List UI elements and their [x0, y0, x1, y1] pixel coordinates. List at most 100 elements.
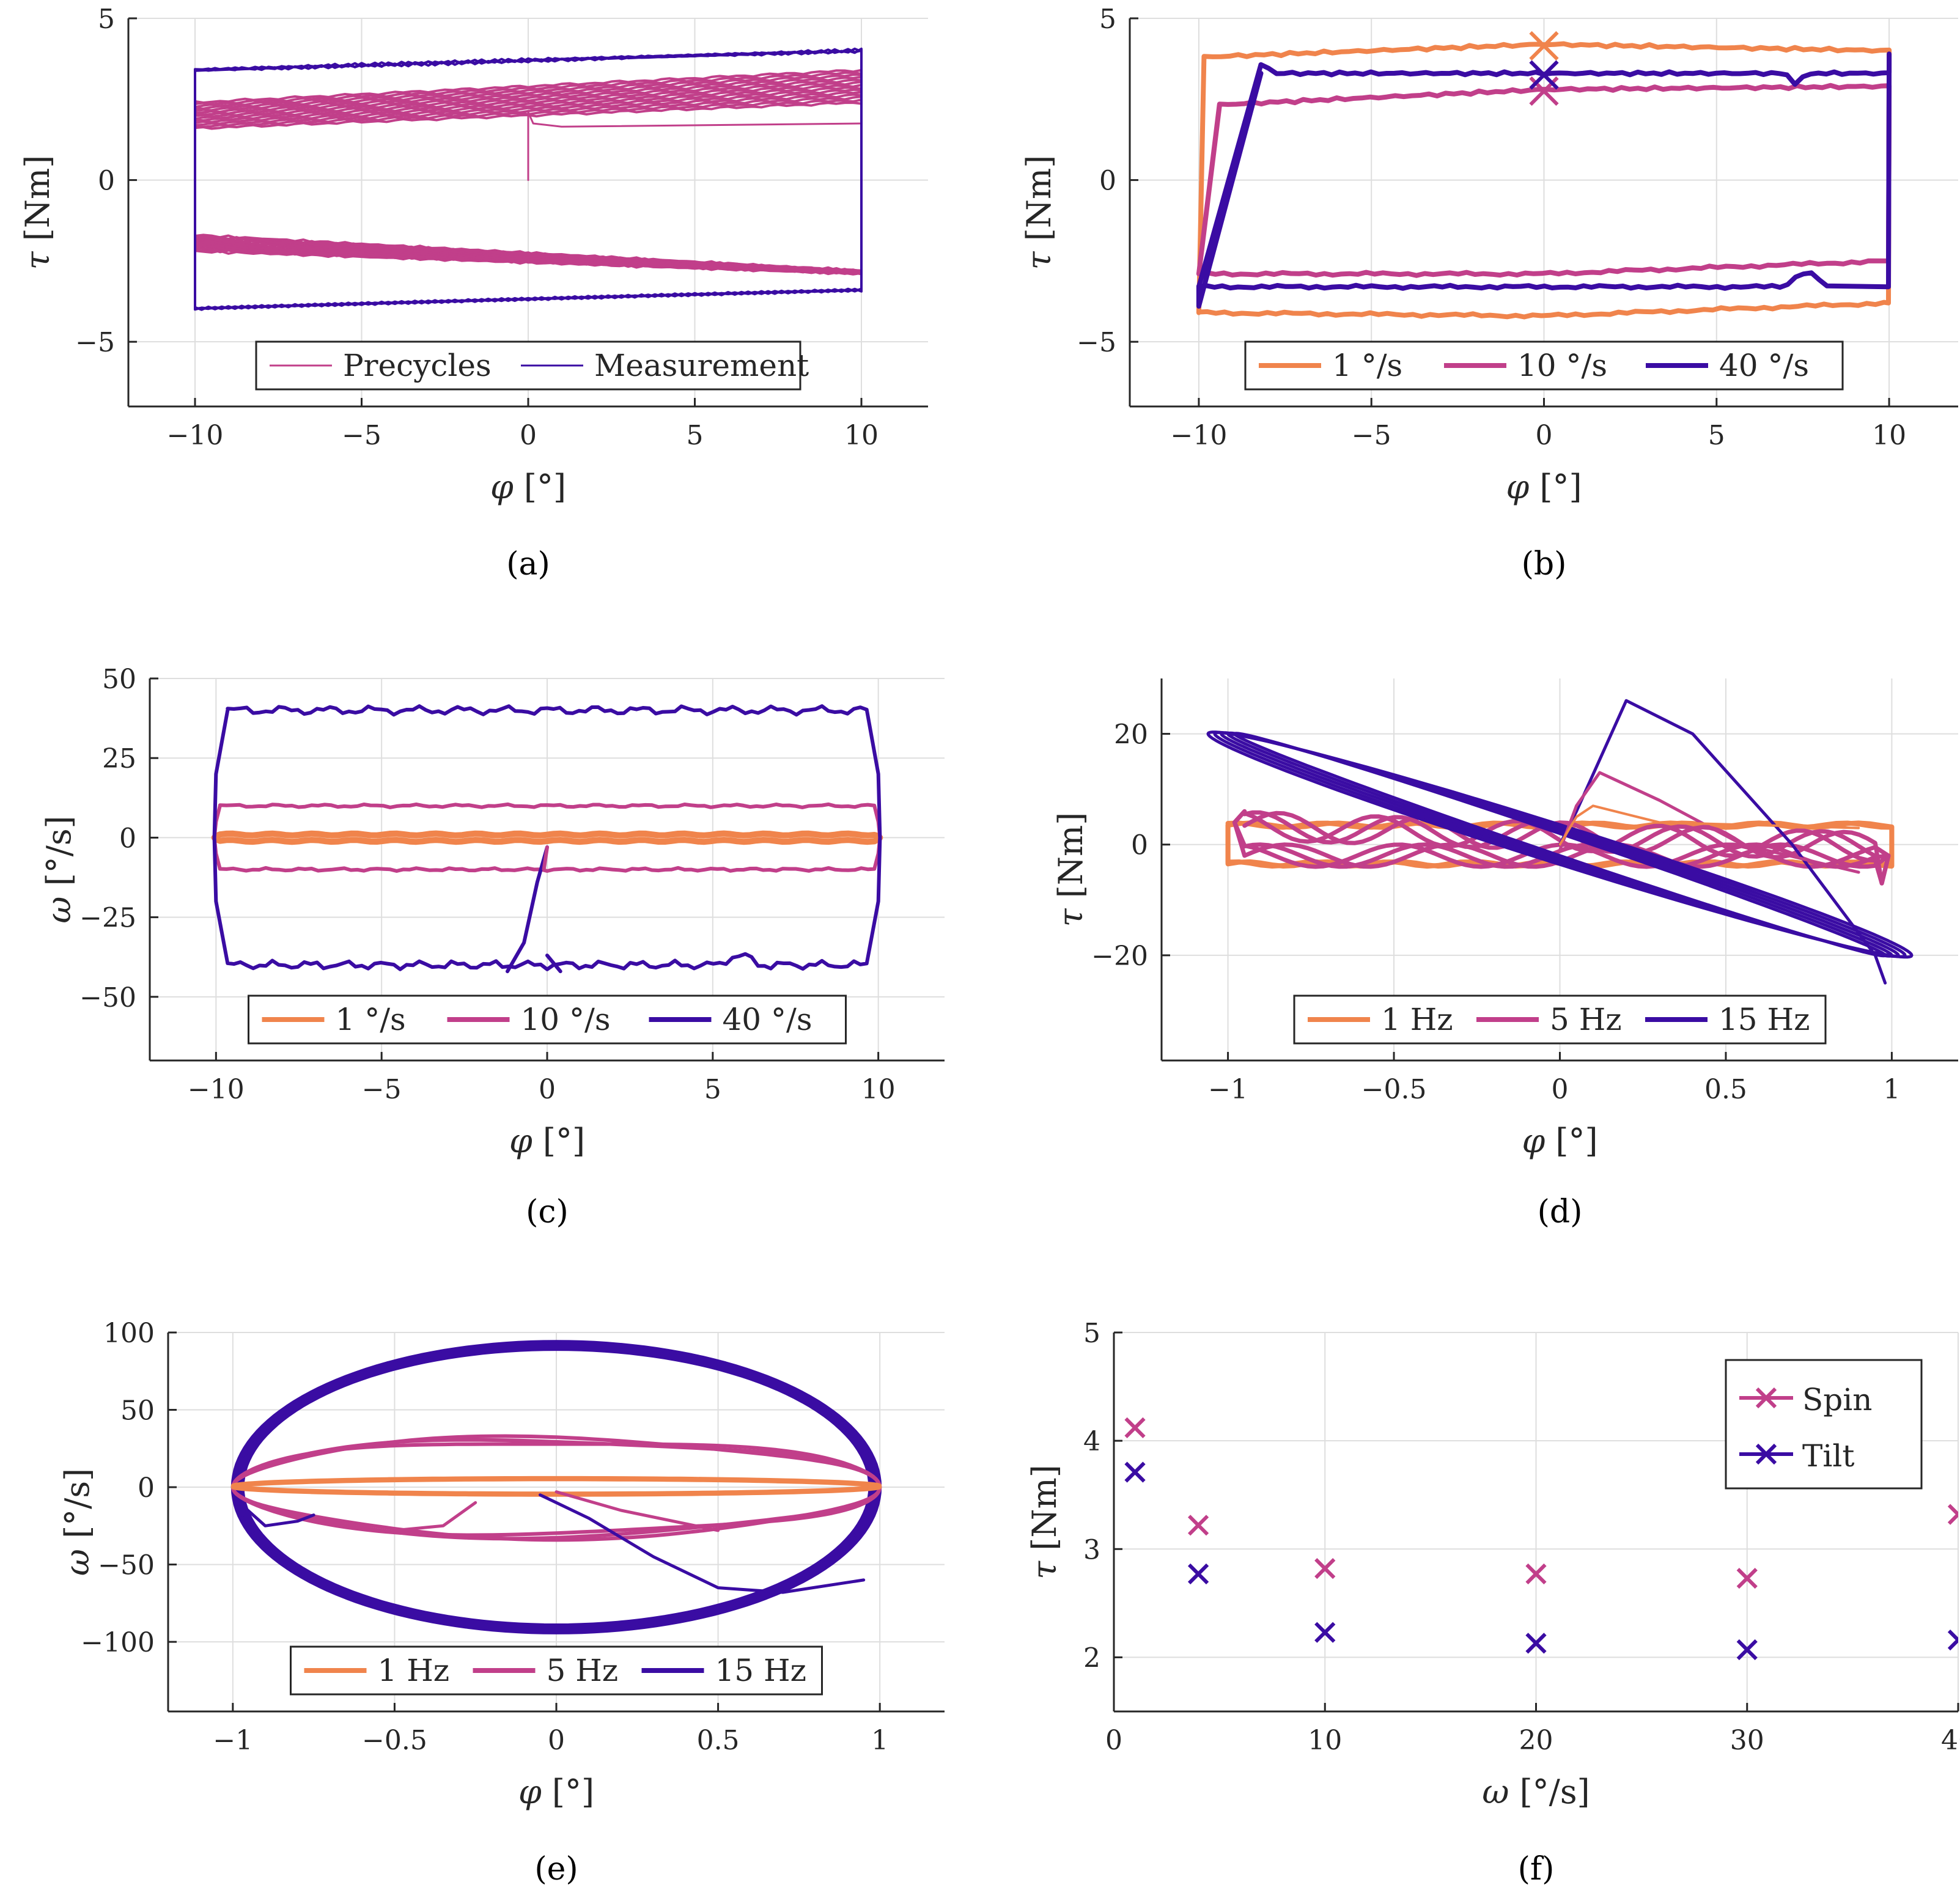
- x-axis-symbol: ω: [1482, 1773, 1519, 1811]
- x-axis-label: φ [°]: [490, 468, 566, 506]
- plot-area: 1 Hz 5 Hz 15 Hz: [1206, 699, 1914, 1045]
- velocity-transient: [545, 954, 562, 974]
- y-axis-unit: [Nm]: [18, 155, 57, 241]
- x-axis-label: φ [°]: [1522, 1122, 1597, 1160]
- phase-transient-5hz: [554, 1490, 720, 1532]
- legend-label: Measurement: [594, 348, 809, 383]
- legend: 1 Hz 5 Hz 15 Hz: [290, 1645, 823, 1696]
- y-tick-label: 5: [98, 4, 115, 35]
- y-tick-label: −25: [79, 903, 136, 934]
- y-axis-label: τ [Nm]: [18, 155, 57, 270]
- panel-caption: (a): [506, 546, 550, 583]
- x-axis-label: φ [°]: [518, 1773, 594, 1811]
- x-tick-label: 5: [687, 420, 704, 451]
- x-tick-label: 0: [1105, 1725, 1122, 1756]
- y-tick-label: −20: [1091, 941, 1148, 972]
- y-axis-label: τ [Nm]: [1052, 812, 1090, 927]
- speed-loop: [1196, 51, 1892, 309]
- legend-label: Spin: [1802, 1382, 1872, 1417]
- y-axis-label: τ [Nm]: [1025, 1465, 1064, 1579]
- legend-label: 5 Hz: [1550, 1002, 1622, 1037]
- x-tick-label: −0.5: [1361, 1074, 1427, 1105]
- plot-area: 1 °/s 10 °/s 40 °/s: [1196, 31, 1892, 391]
- panel-e: −1 −0.5 0 0.5 1 −100 −50 0 50 100 φ [°] ω [°/s] (e) 1…: [58, 1318, 945, 1887]
- scatter-point: [1124, 1417, 1146, 1439]
- velocity-loop: [212, 704, 882, 971]
- x-tick-label: −0.5: [362, 1725, 427, 1756]
- torque-transient-15hz: [1558, 699, 1887, 985]
- scatter-point: [1187, 1563, 1209, 1585]
- panel-caption: (c): [526, 1194, 569, 1230]
- y-axis-unit: [Nm]: [1020, 155, 1058, 241]
- legend: 1 °/s 10 °/s 40 °/s: [1244, 340, 1844, 391]
- x-tick-label: −5: [342, 420, 381, 451]
- x-tick-label: 20: [1519, 1725, 1553, 1756]
- scatter-point: [1124, 1461, 1146, 1483]
- y-axis-label: ω [°/s]: [58, 1468, 97, 1576]
- plot-area: 1 °/s 10 °/s 40 °/s: [211, 704, 883, 1045]
- x-tick-label: 0.5: [697, 1725, 740, 1756]
- legend-label: 1 Hz: [378, 1653, 450, 1688]
- y-tick-label: −5: [75, 327, 115, 358]
- torque-loop-5hz: [1232, 809, 1891, 886]
- y-axis-unit: [Nm]: [1025, 1465, 1064, 1551]
- x-axis-symbol: φ: [490, 468, 524, 506]
- y-axis-symbol: τ: [1020, 241, 1058, 270]
- x-axis-unit: [°]: [1539, 468, 1582, 506]
- x-tick-label: 0: [1552, 1074, 1569, 1105]
- y-axis-symbol: ω: [58, 1538, 97, 1576]
- phase-transient-15hz: [237, 1501, 315, 1527]
- legend-label: Tilt: [1802, 1438, 1854, 1474]
- y-axis-unit: [Nm]: [1052, 812, 1090, 899]
- torque-transient-5hz: [1558, 771, 1860, 874]
- x-tick-label: −10: [1170, 420, 1227, 451]
- panel-caption: (f): [1518, 1851, 1555, 1887]
- panel-b: −10 −5 0 5 10 −5 0 5 φ [°] τ [Nm] (b) 1 °/s 10 °/s 40…: [1020, 4, 1958, 583]
- y-tick-label: 4: [1083, 1426, 1100, 1457]
- x-tick-label: 1: [1883, 1074, 1900, 1105]
- y-tick-label: 5: [1099, 4, 1116, 35]
- torque-transient-1hz: [1558, 804, 1860, 846]
- panel-a: −10 −5 0 5 10 −5 0 5 φ [°] τ [Nm] (a) Precycles Meas…: [18, 4, 928, 583]
- x-tick-label: −10: [188, 1074, 245, 1105]
- legend: 1 °/s 10 °/s 40 °/s: [248, 994, 847, 1045]
- y-axis-symbol: τ: [1025, 1551, 1064, 1579]
- x-tick-label: 10: [844, 420, 879, 451]
- scatter-point: [1525, 1633, 1547, 1654]
- phase-transient-5hz: [392, 1501, 477, 1532]
- x-axis-unit: [°]: [543, 1122, 585, 1160]
- scatter-point: [1947, 1629, 1958, 1651]
- x-tick-label: 10: [1308, 1725, 1342, 1756]
- y-axis-unit: [°/s]: [40, 815, 78, 886]
- y-axis-symbol: τ: [1052, 898, 1090, 927]
- x-axis-label: φ [°]: [1506, 468, 1582, 506]
- x-tick-label: −1: [1208, 1074, 1248, 1105]
- legend-box: [1244, 340, 1844, 391]
- measurement-loop: [194, 47, 863, 311]
- y-tick-label: 0: [98, 166, 115, 197]
- y-tick-label: −50: [79, 982, 136, 1013]
- x-axis-symbol: φ: [1522, 1122, 1555, 1160]
- legend-label: Precycles: [343, 348, 492, 383]
- legend-label: 1 °/s: [336, 1002, 406, 1037]
- legend-marker: [1755, 1387, 1777, 1409]
- x-tick-label: 40: [1941, 1725, 1960, 1756]
- x-tick-label: 5: [704, 1074, 721, 1105]
- y-tick-label: −100: [81, 1627, 155, 1658]
- y-tick-label: 5: [1083, 1318, 1100, 1349]
- legend-label: 1 Hz: [1381, 1002, 1453, 1037]
- x-tick-label: 0: [548, 1725, 565, 1756]
- y-axis-unit: [°/s]: [58, 1468, 97, 1538]
- legend-box: [1293, 994, 1827, 1045]
- y-tick-label: 100: [103, 1318, 155, 1349]
- legend: Spin Tilt: [1725, 1359, 1923, 1490]
- y-tick-label: 50: [120, 1395, 155, 1427]
- legend-label: 15 Hz: [715, 1653, 806, 1688]
- x-tick-label: 30: [1730, 1725, 1764, 1756]
- panel-f: 0 10 20 30 40 2 3 4 5 ω [°/s] τ [Nm] (f) Spin Tilt: [1025, 1318, 1960, 1887]
- x-tick-label: −5: [1352, 420, 1391, 451]
- x-axis-unit: [°/s]: [1520, 1773, 1590, 1811]
